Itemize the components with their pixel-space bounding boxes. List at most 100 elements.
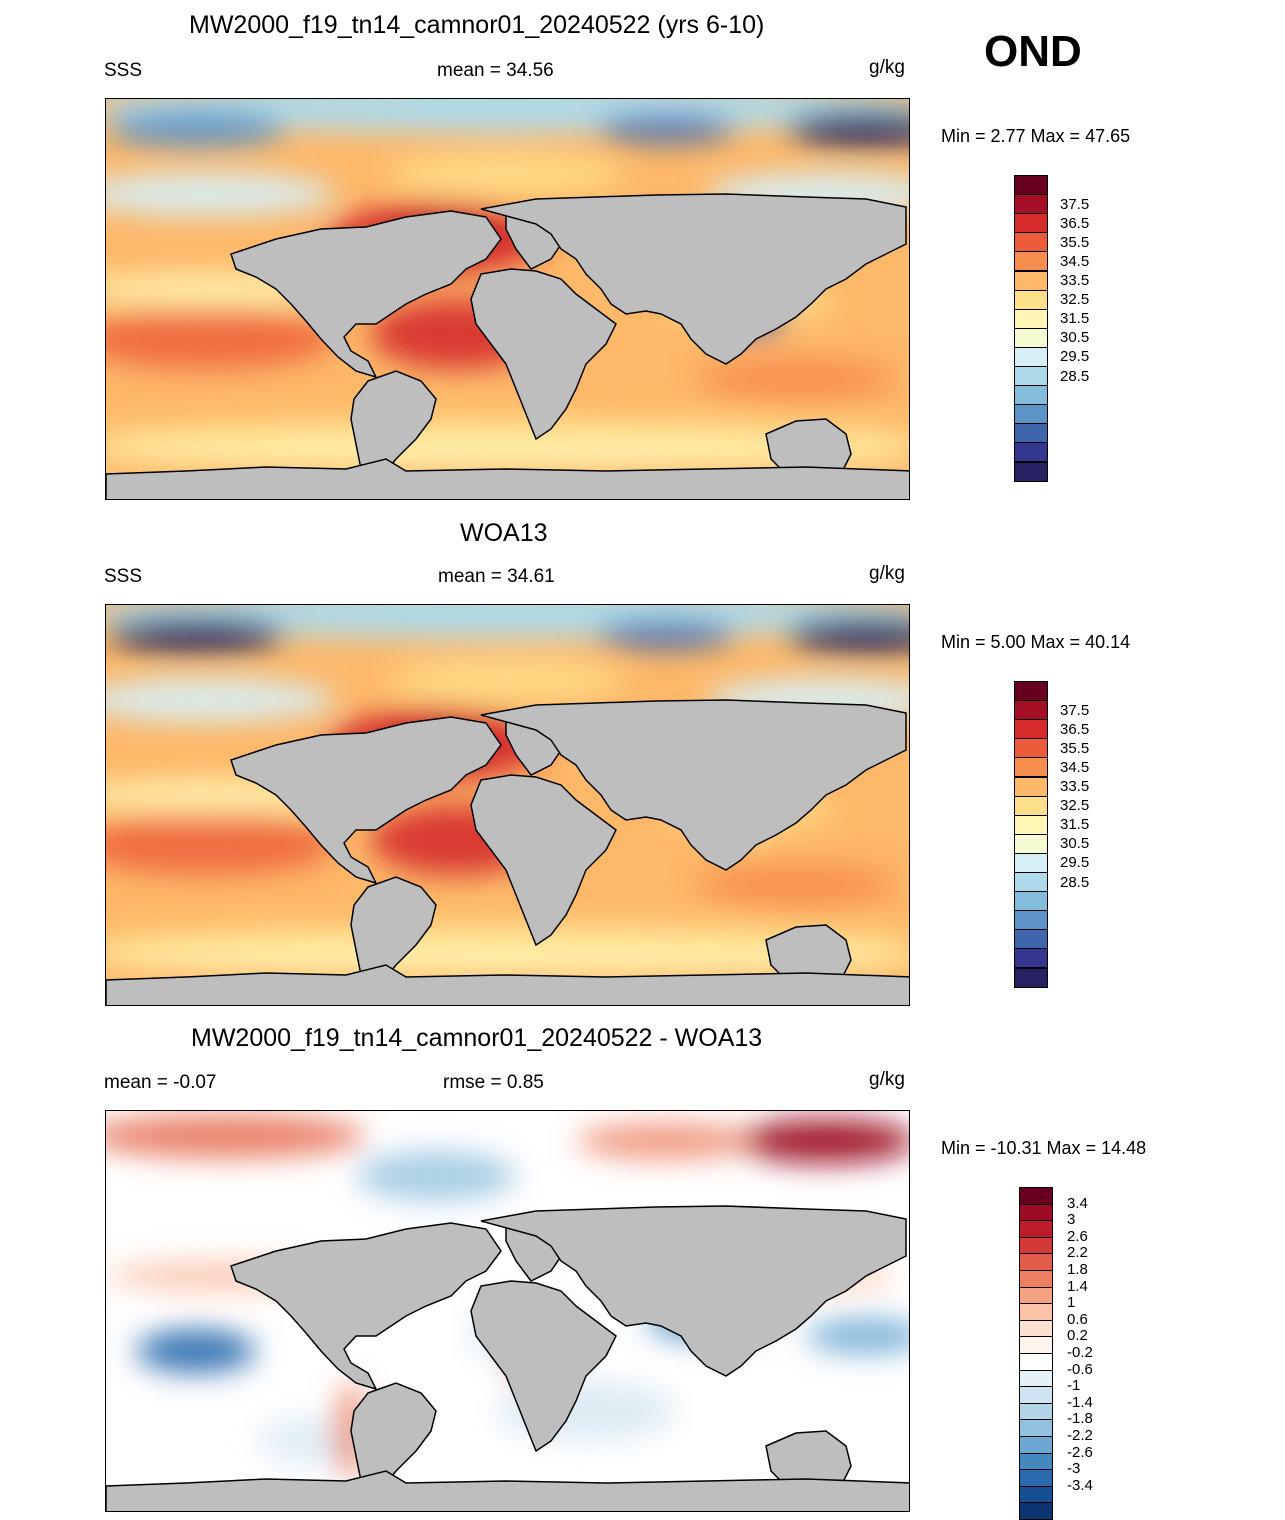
panel1-min-max: Min = 2.77 Max = 47.65: [941, 126, 1131, 146]
panel1-colorbar-swatch: [1014, 461, 1048, 482]
panel1-colorbar-tick-label: 29.5: [1060, 348, 1090, 366]
panel3-colorbar-swatch: [1019, 1286, 1053, 1305]
panel2-colorbar-swatch: [1014, 948, 1048, 969]
panel1-colorbar-swatch: [1014, 289, 1048, 310]
panel1-colorbar-swatch: [1014, 270, 1048, 291]
panel3-colorbar-tick-label: 1.4: [1067, 1277, 1088, 1295]
panel2-colorbar-swatch: [1014, 681, 1048, 702]
panel1-colorbar-swatch: [1014, 385, 1048, 406]
panel3-colorbar-tick-label: 0.6: [1067, 1310, 1088, 1328]
panel2-unit-label: g/kg: [869, 563, 905, 584]
panel3-colorbar-swatch: [1019, 1502, 1053, 1520]
panel2-colorbar-tick-label: 32.5: [1060, 797, 1090, 815]
panel3-colorbar-swatch: [1019, 1336, 1053, 1354]
panel1-variable-label: SSS: [104, 60, 143, 81]
panel3-colorbar-swatch: [1019, 1203, 1053, 1222]
panel1-colorbar-tick-label: 37.5: [1060, 195, 1090, 213]
panel2-variable-label: SSS: [104, 566, 143, 587]
panel3-mean-label: mean = -0.07: [104, 1072, 217, 1093]
panel3-min-max: Min = -10.31 Max = 14.48: [941, 1138, 1147, 1158]
panel2-colorbar-tick-label: 31.5: [1060, 816, 1090, 834]
panel3-colorbar-swatch: [1019, 1319, 1053, 1338]
panel1-colorbar-tick-label: 34.5: [1060, 252, 1090, 270]
panel2-colorbar-tick-label: 29.5: [1060, 854, 1090, 872]
panel1-colorbar-swatch: [1014, 404, 1048, 425]
panel3-colorbar-swatch: [1019, 1220, 1053, 1238]
panel2-map: [105, 604, 910, 1006]
panel1-colorbar-tick-label: 36.5: [1060, 214, 1090, 232]
panel3-colorbar-tick-label: 1: [1067, 1294, 1076, 1312]
panel1-map: [105, 98, 910, 500]
panel3-colorbar-swatch: [1019, 1353, 1053, 1371]
panel2-colorbar-swatch: [1014, 929, 1048, 950]
panel1-mean-label: mean = 34.56: [437, 60, 554, 81]
panel2-colorbar-tick-label: 28.5: [1060, 873, 1090, 891]
panel2-title: WOA13: [460, 519, 548, 547]
panel1-colorbar-swatch: [1014, 213, 1048, 234]
panel2-colorbar-swatch: [1014, 776, 1048, 797]
panel3-colorbar-swatch: [1019, 1303, 1053, 1321]
panel3-colorbar-swatch: [1019, 1187, 1053, 1205]
panel3-title: MW2000_f19_tn14_camnor01_20240522 - WOA1…: [191, 1024, 763, 1052]
panel3-colorbar-tick-label: 0.2: [1067, 1327, 1088, 1345]
panel2-colorbar-tick-label: 35.5: [1060, 739, 1090, 757]
panel3-colorbar-tick-label: -0.6: [1067, 1360, 1093, 1378]
panel2-colorbar-swatch: [1014, 757, 1048, 778]
panel3-colorbar-tick-label: -2.6: [1067, 1443, 1093, 1461]
panel1-colorbar-swatch: [1014, 232, 1048, 253]
panel3-colorbar-tick-label: -0.2: [1067, 1344, 1093, 1361]
panel1-colorbar-tick-label: 35.5: [1060, 233, 1090, 251]
panel3-colorbar-swatch: [1019, 1436, 1053, 1454]
panel1-colorbar-swatch: [1014, 423, 1048, 444]
panel3-colorbar-tick-label: -2.2: [1067, 1427, 1093, 1444]
panel2-colorbar-tick-label: 34.5: [1060, 758, 1090, 776]
panel1-unit-label: g/kg: [869, 57, 905, 78]
panel1-colorbar-swatch: [1014, 366, 1048, 387]
panel3-colorbar-swatch: [1019, 1485, 1053, 1504]
panel1-colorbar-swatch: [1014, 346, 1048, 367]
panel2-colorbar-swatch: [1014, 910, 1048, 931]
panel1-colorbar-swatch: [1014, 175, 1048, 196]
panel1-colorbar-swatch: [1014, 442, 1048, 463]
panel2-colorbar-swatch: [1014, 738, 1048, 759]
panel1-colorbar-swatch: [1014, 194, 1048, 215]
panel3-colorbar-swatch: [1019, 1469, 1053, 1487]
panel1-title: MW2000_f19_tn14_camnor01_20240522 (yrs 6…: [189, 11, 765, 39]
panel3-colorbar-swatch: [1019, 1236, 1053, 1255]
panel3-colorbar-swatch: [1019, 1452, 1053, 1471]
panel3-colorbar-swatch: [1019, 1270, 1053, 1288]
panel3-colorbar-tick-label: 2.2: [1067, 1244, 1088, 1262]
panel1-colorbar-tick-label: 33.5: [1060, 272, 1090, 290]
panel3-colorbar-swatch: [1019, 1253, 1053, 1271]
panel1-colorbar-tick-label: 30.5: [1060, 329, 1090, 347]
panel3-rmse-label: rmse = 0.85: [443, 1072, 544, 1093]
panel2-colorbar-swatch: [1014, 891, 1048, 912]
panel3-unit-label: g/kg: [869, 1069, 905, 1090]
season-label: OND: [984, 27, 1082, 76]
panel3-colorbar-tick-label: 3.4: [1067, 1194, 1088, 1212]
panel3-colorbar-tick-label: -3.4: [1067, 1476, 1093, 1494]
panel2-colorbar-swatch: [1014, 833, 1048, 854]
panel2-colorbar-tick-label: 36.5: [1060, 720, 1090, 738]
panel3-colorbar-tick-label: 2.6: [1067, 1227, 1088, 1245]
panel3-colorbar-swatch: [1019, 1386, 1053, 1404]
panel1-colorbar-tick-label: 31.5: [1060, 310, 1090, 328]
panel2-colorbar-swatch: [1014, 795, 1048, 816]
panel1-colorbar-swatch: [1014, 251, 1048, 272]
panel2-colorbar-tick-label: 30.5: [1060, 835, 1090, 853]
panel3-colorbar-tick-label: 1.8: [1067, 1261, 1088, 1278]
panel3-colorbar-swatch: [1019, 1419, 1053, 1437]
panel2-colorbar-tick-label: 33.5: [1060, 778, 1090, 796]
panel3-colorbar-tick-label: -1.8: [1067, 1410, 1093, 1428]
panel2-colorbar-swatch: [1014, 700, 1048, 721]
panel3-map: [105, 1110, 910, 1512]
panel2-colorbar-swatch: [1014, 719, 1048, 740]
panel2-colorbar-tick-label: 37.5: [1060, 701, 1090, 719]
panel2-colorbar-swatch: [1014, 852, 1048, 873]
panel1-colorbar-tick-label: 32.5: [1060, 291, 1090, 309]
panel2-colorbar-swatch: [1014, 967, 1048, 988]
panel3-colorbar-tick-label: -3: [1067, 1460, 1081, 1478]
panel2-mean-label: mean = 34.61: [438, 566, 555, 587]
panel2-colorbar-swatch: [1014, 814, 1048, 835]
panel1-colorbar-swatch: [1014, 327, 1048, 348]
